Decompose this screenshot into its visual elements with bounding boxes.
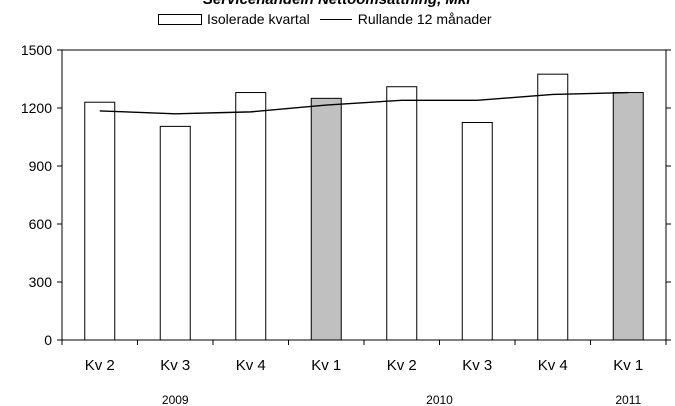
bar (84, 101, 116, 341)
legend-label-line: Rullande 12 månader (357, 11, 492, 27)
x-tick-label: Kv 3 (462, 357, 492, 374)
bar (612, 92, 644, 341)
y-tick-label: 600 (29, 216, 53, 232)
x-tick-label: Kv 4 (236, 357, 266, 374)
bar (310, 97, 342, 341)
legend-item-line: Rullande 12 månader (310, 11, 492, 27)
bar (537, 73, 569, 341)
x-tick-label: Kv 2 (387, 357, 417, 374)
y-tick-label: 900 (29, 158, 53, 174)
chart-title: Servicehandeln Nettoomsättning, Mkr (0, 0, 675, 8)
legend-item-bars: Isolerade kvartal (158, 11, 310, 27)
bar (159, 125, 191, 341)
rolling-line (99, 91, 629, 115)
legend: Isolerade kvartal Rullande 12 månader (158, 10, 492, 28)
y-tick-label: 1500 (21, 42, 52, 58)
bar (235, 92, 267, 341)
y-tick-label: 300 (29, 274, 53, 290)
year-label: 2009 (162, 393, 189, 406)
legend-bar-swatch (158, 13, 202, 25)
x-tick-label: Kv 1 (311, 357, 341, 374)
legend-line-swatch (319, 18, 352, 20)
y-tick-label: 0 (44, 332, 52, 348)
year-label: 2011 (615, 393, 641, 406)
x-tick-label: Kv 1 (613, 357, 643, 374)
legend-label-bars: Isolerade kvartal (207, 11, 310, 27)
year-label: 2010 (426, 393, 453, 406)
x-tick-label: Kv 2 (85, 357, 115, 374)
bar (386, 86, 418, 341)
x-tick-label: Kv 3 (160, 357, 190, 374)
bar (461, 122, 493, 341)
x-tick-label: Kv 4 (538, 357, 568, 374)
y-tick-label: 1200 (21, 100, 52, 116)
